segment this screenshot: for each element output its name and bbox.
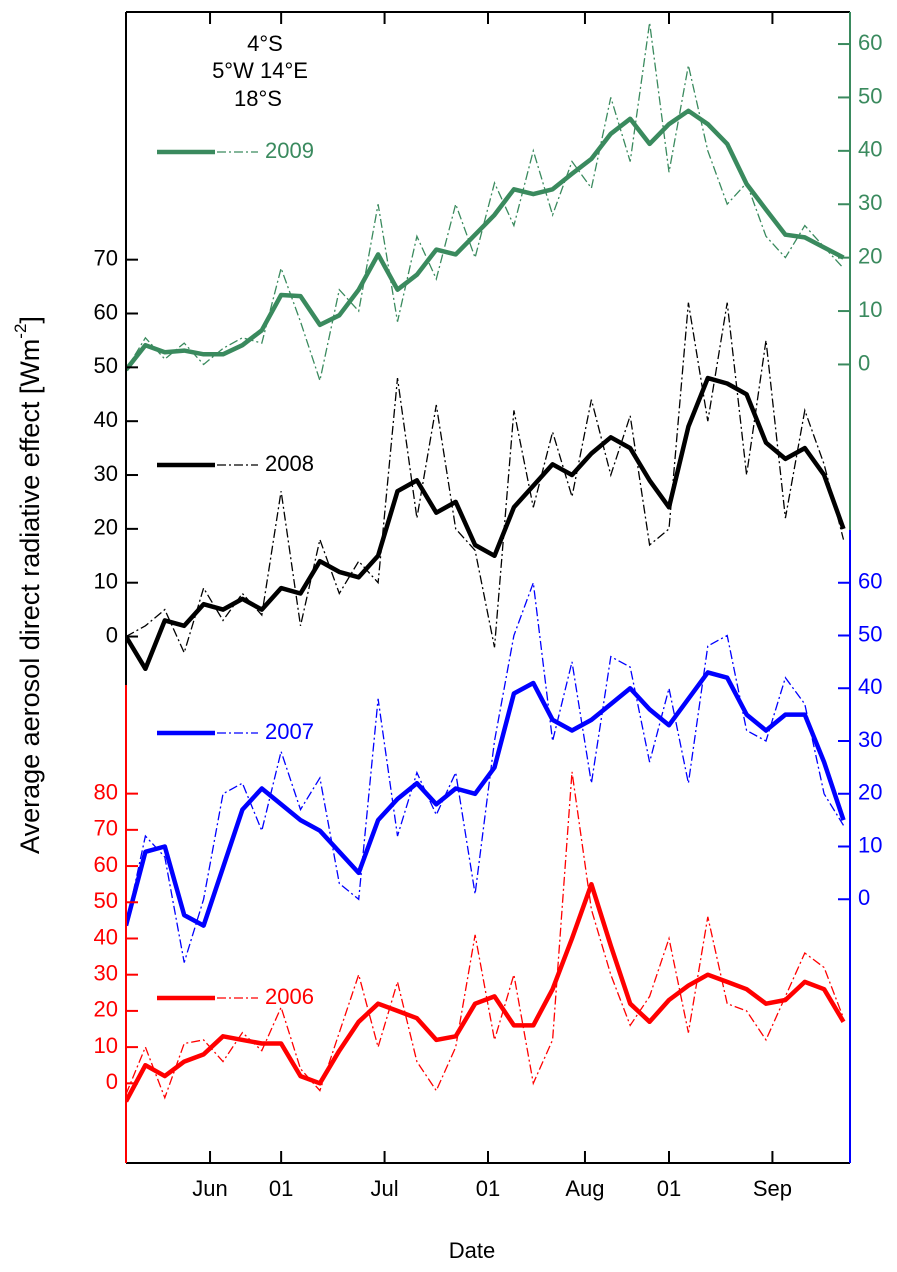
y-tick-label: 20 [94,515,118,540]
y-tick-label: 0 [858,350,870,375]
y-tick-label: 0 [858,885,870,910]
y-tick-label: 30 [858,727,882,752]
y-tick-label: 60 [858,30,882,55]
y-tick-label: 60 [94,299,118,324]
y-tick-label: 50 [94,888,118,913]
x-tick-label: 01 [657,1176,681,1201]
x-tick-label: Jul [371,1176,399,1201]
legend-label: 2009 [265,138,314,163]
annotation: 18°S [234,86,282,111]
y-tick-label: 40 [94,407,118,432]
y-tick-label: 10 [858,297,882,322]
y-tick-label: 20 [858,243,882,268]
mean-line [126,881,846,1103]
y-tick-label: 50 [858,621,882,646]
y-axis-label-sup: -2 [11,324,30,339]
raw-line [126,771,845,1100]
y-tick-label: 70 [94,816,118,841]
y-tick-label: 30 [858,190,882,215]
legend-label: 2008 [265,451,314,476]
y-axis-label-end: ] [15,316,45,324]
y-axis-label-text: Average aerosol direct radiative effect … [15,339,45,854]
y-tick-label: 60 [94,852,118,877]
y-tick-label: 30 [94,461,118,486]
y-tick-label: 20 [94,997,118,1022]
y-tick-label: 70 [94,245,118,270]
y-tick-label: 60 [858,569,882,594]
mean-line [126,108,845,372]
y-tick-label: 10 [94,569,118,594]
y-tick-label: 10 [94,1033,118,1058]
y-axis-label: Average aerosol direct radiative effect … [11,316,45,854]
x-tick-label: Jun [192,1176,227,1201]
x-tick-label: 01 [476,1176,500,1201]
y-tick-label: 40 [94,924,118,949]
y-tick-label: 30 [94,961,118,986]
y-tick-label: 20 [858,780,882,805]
y-tick-label: 40 [858,674,882,699]
y-tick-label: 40 [858,137,882,162]
y-tick-label: 50 [858,83,882,108]
y-tick-label: 0 [106,1069,118,1094]
mean-line [126,670,846,928]
legend-label: 2007 [265,719,314,744]
mean-line [126,375,846,672]
annotation: 4°S [247,31,283,56]
y-tick-label: 10 [858,832,882,857]
y-tick-label: 0 [106,622,118,647]
plot-area [126,22,846,1103]
x-tick-label: Sep [753,1176,792,1201]
annotation: 5°W 14°E [212,58,308,83]
y-tick-label: 50 [94,353,118,378]
x-tick-label: 01 [269,1176,293,1201]
y-tick-label: 80 [94,779,118,804]
x-axis-label: Date [449,1238,495,1263]
x-tick-label: Aug [565,1176,604,1201]
raw-line [126,302,845,655]
legend-label: 2006 [265,984,314,1009]
raw-line [126,22,844,383]
raw-line [126,582,845,963]
